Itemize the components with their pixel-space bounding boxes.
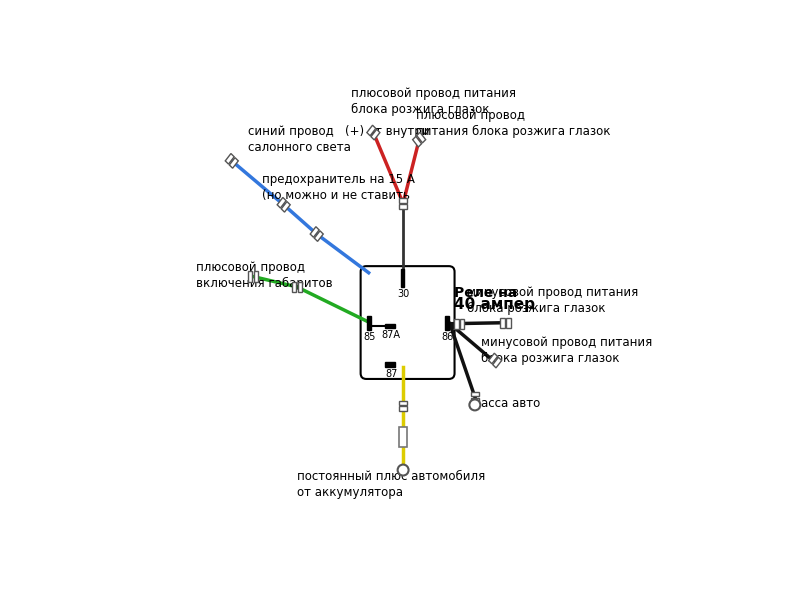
Polygon shape bbox=[310, 227, 319, 237]
Polygon shape bbox=[399, 198, 407, 203]
Polygon shape bbox=[278, 197, 286, 208]
Text: 30: 30 bbox=[397, 289, 409, 299]
Text: 85: 85 bbox=[363, 332, 376, 342]
Polygon shape bbox=[292, 282, 297, 292]
Polygon shape bbox=[254, 272, 259, 282]
Polygon shape bbox=[225, 153, 234, 164]
Polygon shape bbox=[314, 231, 324, 242]
Polygon shape bbox=[371, 129, 380, 140]
FancyBboxPatch shape bbox=[361, 266, 454, 379]
Polygon shape bbox=[229, 158, 238, 168]
Text: плюсовой провод
питания блока розжига глазок: плюсовой провод питания блока розжига гл… bbox=[416, 109, 611, 138]
Polygon shape bbox=[248, 272, 252, 282]
Polygon shape bbox=[492, 357, 502, 368]
Polygon shape bbox=[282, 202, 290, 212]
Text: предохранитель на 15 А
(но можно и не ставить: предохранитель на 15 А (но можно и не ст… bbox=[262, 173, 416, 202]
Text: минусовой провод питания
блока розжига глазок: минусовой провод питания блока розжига г… bbox=[481, 336, 652, 365]
Text: Реле на: Реле на bbox=[454, 286, 517, 300]
Polygon shape bbox=[417, 132, 426, 143]
Bar bbox=[399, 427, 408, 447]
Circle shape bbox=[397, 465, 408, 476]
Text: 87A: 87A bbox=[381, 330, 400, 340]
Text: минусовой провод питания
блока розжига глазок: минусовой провод питания блока розжига г… bbox=[467, 286, 638, 314]
Polygon shape bbox=[297, 282, 302, 292]
Text: синий провод   (+) от внутри
салонного света: синий провод (+) от внутри салонного све… bbox=[248, 125, 430, 154]
Bar bbox=[385, 362, 395, 367]
Polygon shape bbox=[460, 319, 465, 329]
Polygon shape bbox=[506, 318, 511, 328]
Text: 87: 87 bbox=[385, 369, 397, 379]
Text: 86: 86 bbox=[442, 332, 454, 342]
Polygon shape bbox=[454, 319, 458, 329]
Bar bbox=[445, 316, 449, 330]
Text: плюсовой провод питания
блока розжига глазок: плюсовой провод питания блока розжига гл… bbox=[351, 87, 515, 116]
Text: постоянный плюс автомобиля
от аккумулятора: постоянный плюс автомобиля от аккумулято… bbox=[297, 470, 485, 499]
Polygon shape bbox=[471, 392, 479, 396]
Polygon shape bbox=[412, 137, 422, 147]
Polygon shape bbox=[367, 125, 376, 136]
Text: 40 ампер: 40 ампер bbox=[454, 297, 534, 313]
Polygon shape bbox=[488, 353, 497, 364]
Polygon shape bbox=[471, 397, 479, 402]
Polygon shape bbox=[399, 401, 407, 405]
Circle shape bbox=[469, 400, 481, 410]
Bar bbox=[367, 316, 371, 330]
Polygon shape bbox=[399, 406, 407, 411]
Bar bbox=[400, 269, 404, 287]
Text: масса авто: масса авто bbox=[472, 397, 540, 409]
Text: плюсовой провод
включения габаритов: плюсовой провод включения габаритов bbox=[197, 261, 333, 290]
Polygon shape bbox=[399, 204, 407, 208]
Bar bbox=[385, 324, 395, 329]
Polygon shape bbox=[500, 318, 505, 328]
